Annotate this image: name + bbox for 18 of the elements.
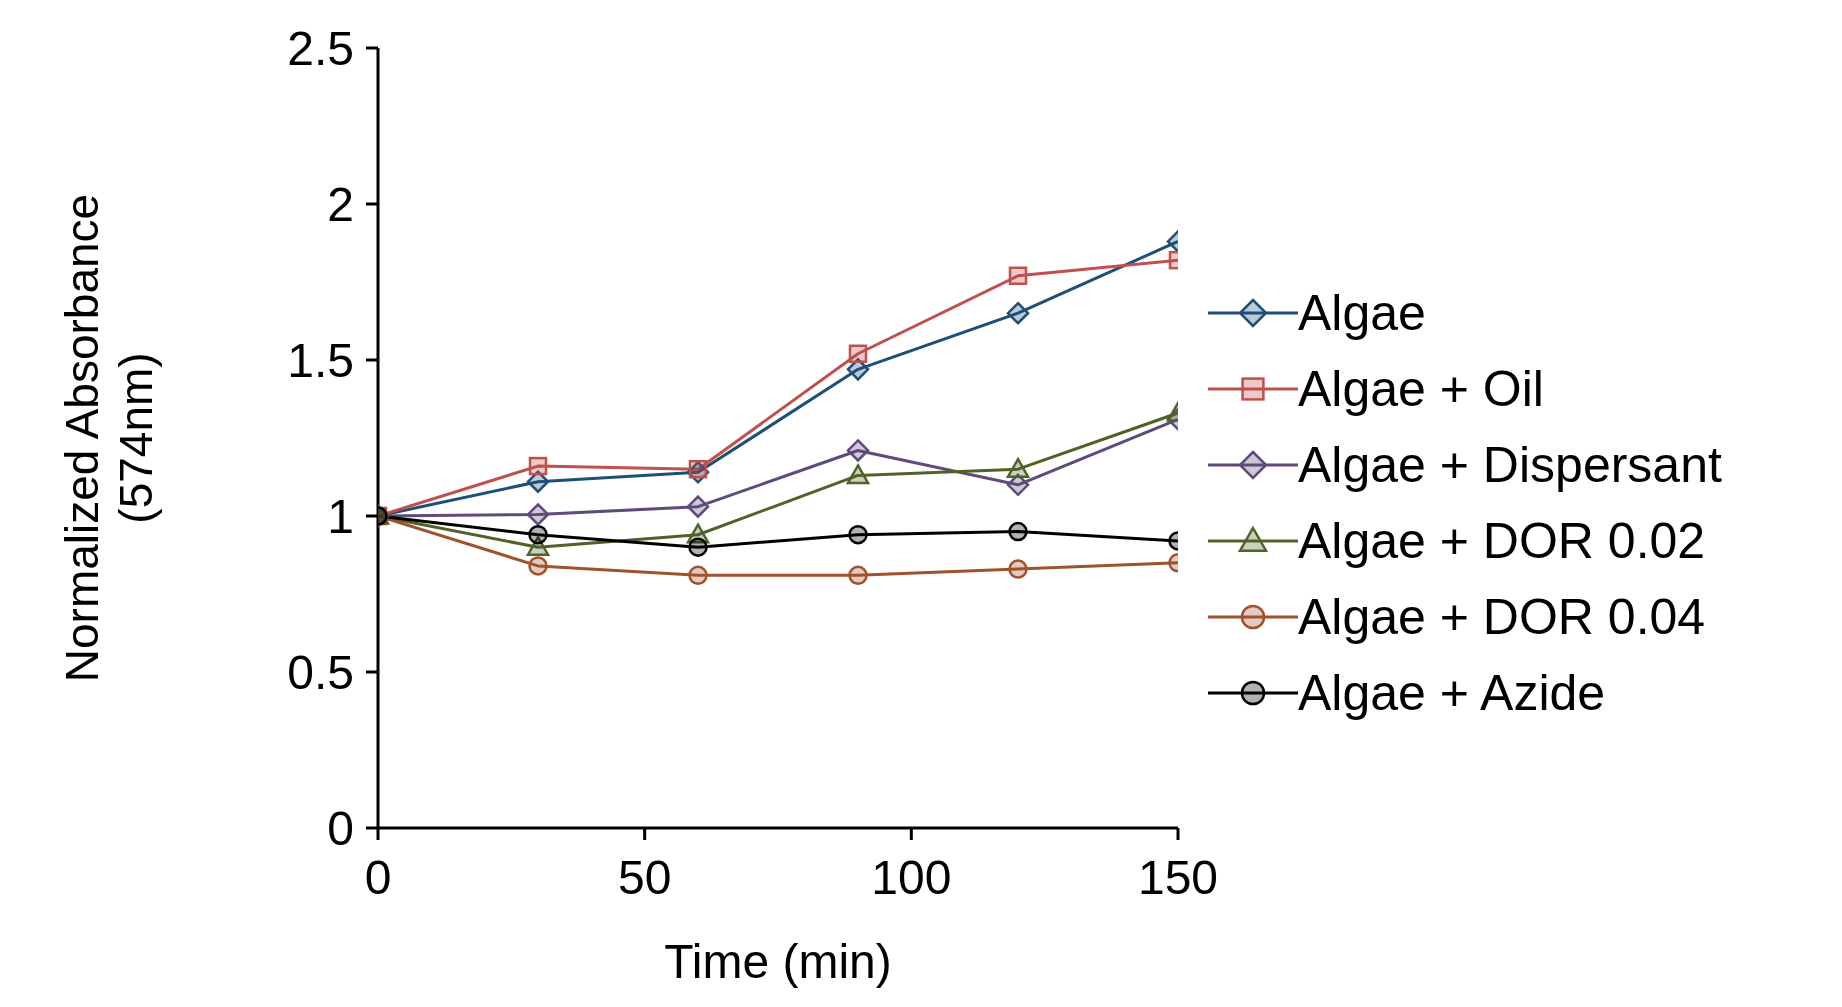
y-tick-label: 1 [327,490,354,544]
x-tick-label: 50 [617,851,672,905]
y-tick-label: 2.5 [287,22,354,76]
x-tick-label: 150 [1137,851,1219,905]
legend-label: Algae + DOR 0.02 [1298,512,1706,570]
y-tick-label: 1.5 [287,334,354,388]
y-tick-label: 0.5 [287,646,354,700]
y-tick-label: 2 [327,178,354,232]
legend-label: Algae [1298,284,1426,342]
y-axis-title: Normalized Absorbance (574nm) [56,193,162,683]
y-tick-label: 0 [327,802,354,856]
legend-label: Algae + Azide [1298,664,1606,722]
x-tick-label: 100 [871,851,952,905]
x-tick-label: 0 [364,851,392,905]
legend-label: Algae + Dispersant [1298,436,1722,494]
legend-label: Algae + DOR 0.04 [1298,588,1706,646]
x-axis-title: Time (min) [664,935,892,988]
legend-label: Algae + Oil [1298,360,1544,418]
